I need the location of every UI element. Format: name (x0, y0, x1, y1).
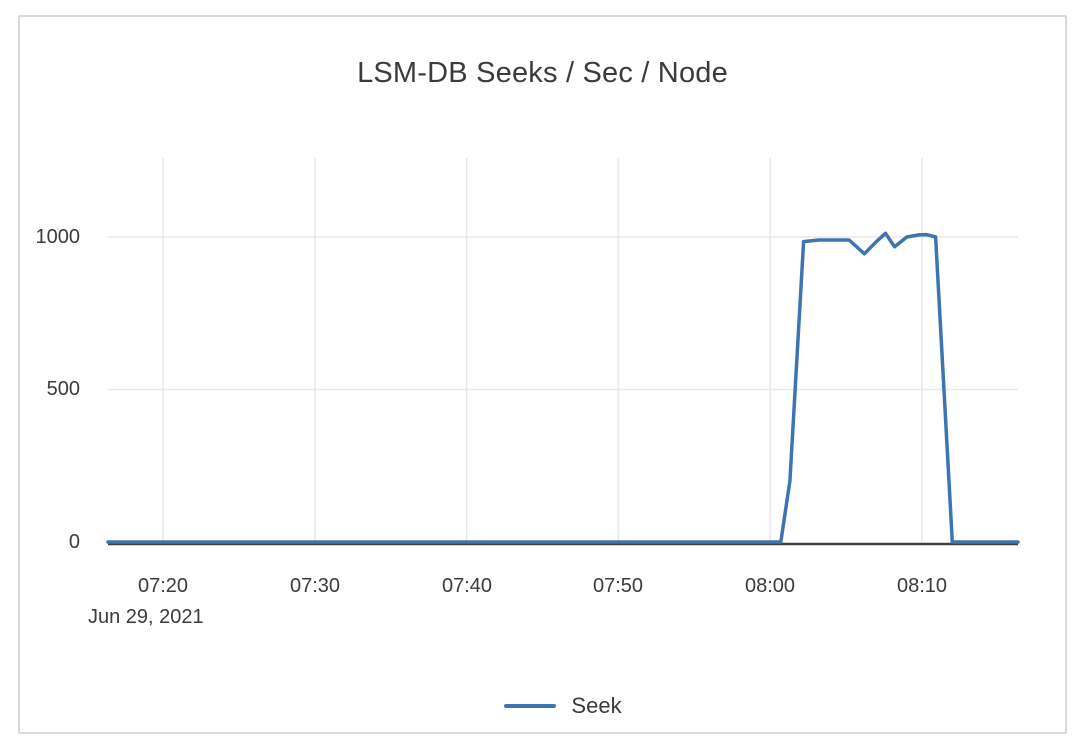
x-axis-date-label: Jun 29, 2021 (88, 606, 204, 628)
chart-title: LSM-DB Seeks / Sec / Node (357, 57, 728, 89)
x-tick-label-0800: 08:00 (744, 575, 796, 597)
legend-label: Seek (571, 693, 622, 718)
x-tick-label-0810: 08:10 (896, 575, 948, 597)
x-tick-label-0730: 07:30 (289, 575, 341, 597)
y-tick-label-1000: 1000 (35, 226, 81, 248)
legend-item-seek[interactable]: Seek (504, 693, 622, 719)
y-tick-label-500: 500 (46, 378, 80, 400)
legend-line-swatch-icon (504, 704, 557, 708)
chart-card (18, 15, 1067, 734)
x-tick-label-0750: 07:50 (592, 575, 644, 597)
y-tick-label-0: 0 (68, 531, 80, 553)
legend: Seek (108, 693, 1018, 719)
x-tick-label-0740: 07:40 (441, 575, 493, 597)
x-tick-label-0720: 07:20 (137, 575, 189, 597)
